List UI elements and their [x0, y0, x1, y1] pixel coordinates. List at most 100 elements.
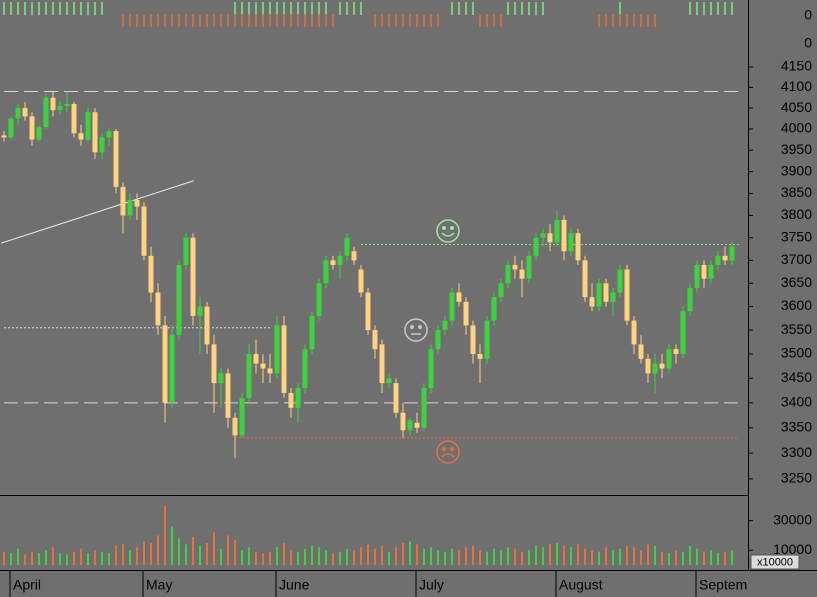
volume-bar [52, 547, 54, 565]
volume-bar [367, 544, 369, 565]
candle-body [218, 373, 224, 384]
volume-bar [689, 545, 691, 565]
candle-body [134, 199, 140, 207]
candle-body [638, 344, 644, 359]
x-tick-label: August [559, 577, 603, 593]
volume-bar [451, 548, 453, 565]
volume-bar [430, 547, 432, 565]
volume-bar [528, 550, 530, 565]
volume-bar [696, 548, 698, 565]
volume-bar [388, 551, 390, 565]
y-tick-label: 3250 [781, 470, 812, 486]
candle-body [323, 260, 329, 284]
candle-body [148, 255, 154, 293]
y-tick-label: 4100 [781, 78, 812, 94]
x-tick-label: Septem [699, 577, 747, 593]
candle-body [351, 251, 357, 261]
candle-body [512, 264, 518, 270]
candle-body [365, 292, 371, 331]
volume-bar [31, 551, 33, 565]
candle-body [624, 269, 630, 321]
volume-bar [724, 551, 726, 565]
volume-bar [199, 545, 201, 565]
volume-bar [556, 542, 558, 565]
volume-bar [500, 550, 502, 565]
volume-bar [178, 538, 180, 565]
candle-body [176, 264, 182, 335]
y-tick-label: 3500 [781, 345, 812, 361]
candle-body [540, 233, 546, 238]
y-tick-label: 3350 [781, 418, 812, 434]
volume-bar [612, 550, 614, 565]
volume-tick-label: 10000 [773, 541, 812, 557]
volume-bar [38, 553, 40, 565]
candle-body [666, 349, 672, 369]
candle-body [498, 283, 504, 298]
volume-bar [472, 545, 474, 565]
volume-bar [374, 548, 376, 565]
candle-body [71, 103, 77, 134]
candle-body [260, 363, 266, 369]
y-tick-label: 4050 [781, 99, 812, 115]
candle-body [589, 297, 595, 307]
volume-bar [486, 551, 488, 565]
volume-bar [381, 545, 383, 565]
volume-bar [535, 545, 537, 565]
y-tick-label: 3300 [781, 444, 812, 460]
candle-body [652, 363, 658, 374]
volume-bar [234, 539, 236, 565]
volume-bar [227, 535, 229, 565]
volume-bar [584, 548, 586, 565]
candle-body [15, 108, 21, 119]
y-tick-label: 3750 [781, 228, 812, 244]
volume-bar [465, 547, 467, 565]
volume-bar [514, 548, 516, 565]
candle-body [337, 255, 343, 265]
volume-bar [10, 553, 12, 565]
candle-body [330, 260, 336, 265]
volume-bar [458, 550, 460, 565]
candle-body [575, 233, 581, 261]
volume-bar [59, 553, 61, 565]
smiley-sad [436, 440, 460, 464]
candle-body [477, 353, 483, 359]
y-tick-label: 3550 [781, 321, 812, 337]
volume-bar [339, 551, 341, 565]
candle-body [288, 392, 294, 408]
volume-bar [598, 551, 600, 565]
candle-body [8, 118, 14, 138]
candle-body [400, 412, 406, 431]
volume-bar [717, 553, 719, 565]
volume-bar [108, 553, 110, 565]
candle-body [239, 397, 245, 436]
candle-body [673, 349, 679, 354]
candle-body [99, 137, 105, 153]
candle-body [631, 320, 637, 345]
candle-body [92, 112, 98, 153]
volume-bar [304, 548, 306, 565]
volume-bar [318, 547, 320, 565]
volume-tick-label: 30000 [773, 511, 812, 527]
candle-body [246, 353, 252, 398]
candle-body [253, 353, 259, 364]
candle-body [127, 199, 133, 216]
candle-body [1, 135, 7, 138]
candle-body [701, 264, 707, 279]
volume-bar [171, 526, 173, 565]
candle-body [414, 422, 420, 428]
volume-bar [80, 548, 82, 565]
volume-bar [423, 548, 425, 565]
volume-bar [444, 551, 446, 565]
candle-body [449, 292, 455, 321]
volume-bar [325, 550, 327, 565]
candle-body [722, 255, 728, 261]
volume-bar [577, 544, 579, 565]
volume-bar [633, 547, 635, 565]
volume-bar [143, 541, 145, 565]
volume-bar [402, 542, 404, 565]
candle-body [680, 311, 686, 354]
candle-body [407, 420, 413, 431]
candle-body [162, 325, 168, 403]
volume-bar [731, 550, 733, 565]
